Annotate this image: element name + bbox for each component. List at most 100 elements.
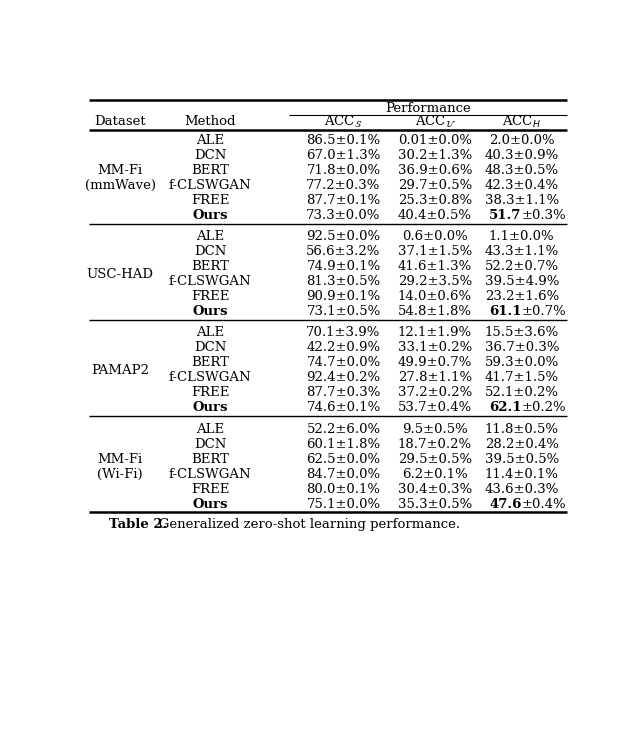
Text: 35.3±0.5%: 35.3±0.5% [398, 498, 472, 511]
Text: Performance: Performance [385, 101, 471, 115]
Text: 61.1: 61.1 [489, 305, 522, 318]
Text: 23.2±1.6%: 23.2±1.6% [484, 290, 559, 303]
Text: 59.3±0.0%: 59.3±0.0% [484, 357, 559, 369]
Text: 92.4±0.2%: 92.4±0.2% [307, 371, 381, 385]
Text: 36.9±0.6%: 36.9±0.6% [397, 164, 472, 177]
Text: 11.8±0.5%: 11.8±0.5% [484, 423, 559, 436]
Text: 40.3±0.9%: 40.3±0.9% [484, 149, 559, 162]
Text: 73.1±0.5%: 73.1±0.5% [307, 305, 381, 318]
Text: ±0.3%: ±0.3% [522, 209, 566, 222]
Text: ACC$_\mathcal{U}$: ACC$_\mathcal{U}$ [415, 114, 456, 130]
Text: 52.2±0.7%: 52.2±0.7% [484, 260, 559, 273]
Text: ACC$_\mathcal{S}$: ACC$_\mathcal{S}$ [324, 114, 363, 130]
Text: 62.1: 62.1 [489, 402, 522, 414]
Text: BERT: BERT [191, 453, 229, 465]
Text: 56.6±3.2%: 56.6±3.2% [307, 245, 381, 258]
Text: 12.1±1.9%: 12.1±1.9% [398, 326, 472, 340]
Text: 28.2±0.4%: 28.2±0.4% [484, 437, 559, 451]
Text: 48.3±0.5%: 48.3±0.5% [484, 164, 559, 177]
Text: 41.7±1.5%: 41.7±1.5% [484, 371, 559, 385]
Text: 81.3±0.5%: 81.3±0.5% [307, 275, 381, 288]
Text: 15.5±3.6%: 15.5±3.6% [484, 326, 559, 340]
Text: 29.7±0.5%: 29.7±0.5% [398, 179, 472, 192]
Text: MM-Fi
(Wi-Fi): MM-Fi (Wi-Fi) [97, 453, 143, 481]
Text: 86.5±0.1%: 86.5±0.1% [307, 134, 381, 147]
Text: 39.5±4.9%: 39.5±4.9% [484, 275, 559, 288]
Text: 1.1±0.0%: 1.1±0.0% [489, 230, 555, 243]
Text: DCN: DCN [194, 341, 227, 354]
Text: 52.1±0.2%: 52.1±0.2% [484, 386, 559, 400]
Text: 37.2±0.2%: 37.2±0.2% [398, 386, 472, 400]
Text: 9.5±0.5%: 9.5±0.5% [402, 423, 468, 436]
Text: f-CLSWGAN: f-CLSWGAN [169, 371, 252, 385]
Text: 33.1±0.2%: 33.1±0.2% [398, 341, 472, 354]
Text: 53.7±0.4%: 53.7±0.4% [398, 402, 472, 414]
Text: 73.3±0.0%: 73.3±0.0% [307, 209, 381, 222]
Text: 25.3±0.8%: 25.3±0.8% [398, 194, 472, 207]
Text: 2.0±0.0%: 2.0±0.0% [489, 134, 555, 147]
Text: 87.7±0.1%: 87.7±0.1% [307, 194, 381, 207]
Text: f-CLSWGAN: f-CLSWGAN [169, 468, 252, 481]
Text: 30.4±0.3%: 30.4±0.3% [398, 482, 472, 496]
Text: 74.6±0.1%: 74.6±0.1% [307, 402, 381, 414]
Text: 36.7±0.3%: 36.7±0.3% [484, 341, 559, 354]
Text: BERT: BERT [191, 164, 229, 177]
Text: 74.9±0.1%: 74.9±0.1% [307, 260, 381, 273]
Text: 67.0±1.3%: 67.0±1.3% [307, 149, 381, 162]
Text: ALE: ALE [196, 326, 224, 340]
Text: f-CLSWGAN: f-CLSWGAN [169, 179, 252, 192]
Text: FREE: FREE [191, 482, 229, 496]
Text: 38.3±1.1%: 38.3±1.1% [484, 194, 559, 207]
Text: ALE: ALE [196, 134, 224, 147]
Text: f-CLSWGAN: f-CLSWGAN [169, 275, 252, 288]
Text: 14.0±0.6%: 14.0±0.6% [398, 290, 472, 303]
Text: ±0.2%: ±0.2% [522, 402, 566, 414]
Text: 39.5±0.5%: 39.5±0.5% [484, 453, 559, 465]
Text: Ours: Ours [193, 498, 228, 511]
Text: Ours: Ours [193, 305, 228, 318]
Text: Generalized zero-shot learning performance.: Generalized zero-shot learning performan… [146, 518, 460, 531]
Text: 51.7: 51.7 [490, 209, 522, 222]
Text: USC-HAD: USC-HAD [87, 268, 154, 280]
Text: 75.1±0.0%: 75.1±0.0% [307, 498, 381, 511]
Text: 84.7±0.0%: 84.7±0.0% [307, 468, 381, 481]
Text: 18.7±0.2%: 18.7±0.2% [398, 437, 472, 451]
Text: 90.9±0.1%: 90.9±0.1% [307, 290, 381, 303]
Text: 47.6: 47.6 [490, 498, 522, 511]
Text: DCN: DCN [194, 149, 227, 162]
Text: 29.5±0.5%: 29.5±0.5% [398, 453, 472, 465]
Text: 80.0±0.1%: 80.0±0.1% [307, 482, 381, 496]
Text: 92.5±0.0%: 92.5±0.0% [307, 230, 381, 243]
Text: 42.3±0.4%: 42.3±0.4% [484, 179, 559, 192]
Text: 29.2±3.5%: 29.2±3.5% [398, 275, 472, 288]
Text: 52.2±6.0%: 52.2±6.0% [307, 423, 381, 436]
Text: 41.6±1.3%: 41.6±1.3% [398, 260, 472, 273]
Text: ALE: ALE [196, 423, 224, 436]
Text: Ours: Ours [193, 209, 228, 222]
Text: FREE: FREE [191, 290, 229, 303]
Text: 60.1±1.8%: 60.1±1.8% [307, 437, 381, 451]
Text: DCN: DCN [194, 437, 227, 451]
Text: MM-Fi
(mmWave): MM-Fi (mmWave) [85, 164, 156, 192]
Text: 27.8±1.1%: 27.8±1.1% [398, 371, 472, 385]
Text: 43.3±1.1%: 43.3±1.1% [484, 245, 559, 258]
Text: 77.2±0.3%: 77.2±0.3% [307, 179, 381, 192]
Text: Method: Method [184, 115, 236, 129]
Text: ±0.7%: ±0.7% [522, 305, 566, 318]
Text: Ours: Ours [193, 402, 228, 414]
Text: 62.5±0.0%: 62.5±0.0% [307, 453, 381, 465]
Text: 49.9±0.7%: 49.9±0.7% [398, 357, 472, 369]
Text: FREE: FREE [191, 386, 229, 400]
Text: 11.4±0.1%: 11.4±0.1% [484, 468, 559, 481]
Text: DCN: DCN [194, 245, 227, 258]
Text: 0.01±0.0%: 0.01±0.0% [398, 134, 472, 147]
Text: ±0.4%: ±0.4% [522, 498, 566, 511]
Text: BERT: BERT [191, 357, 229, 369]
Text: 40.4±0.5%: 40.4±0.5% [398, 209, 472, 222]
Text: ACC$_{H}$: ACC$_{H}$ [502, 114, 541, 130]
Text: 74.7±0.0%: 74.7±0.0% [307, 357, 381, 369]
Text: 43.6±0.3%: 43.6±0.3% [484, 482, 559, 496]
Text: 70.1±3.9%: 70.1±3.9% [307, 326, 381, 340]
Text: ALE: ALE [196, 230, 224, 243]
Text: Dataset: Dataset [95, 115, 146, 129]
